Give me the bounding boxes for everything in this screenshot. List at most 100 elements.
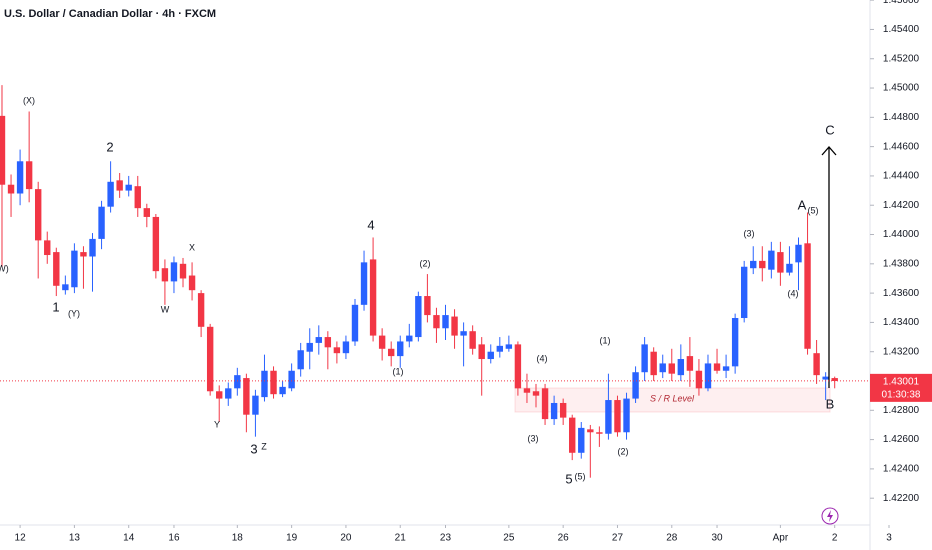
x-tick-label: 16 [168,533,180,544]
wave-label: C [825,122,834,137]
candle-body [206,326,214,392]
candle-body [623,398,630,433]
candle-body [98,206,105,239]
candle-body [125,184,132,191]
x-tick-label: 12 [15,533,27,544]
wave-label: X [189,242,195,252]
arrow-head [821,146,837,156]
candle-body [188,275,196,291]
wave-label: 2 [106,139,113,154]
wave-label: (3) [744,228,755,238]
wave-label: (2) [618,446,629,456]
candle-body [342,341,350,354]
wave-label: B [826,396,835,411]
alert-icon[interactable] [821,507,839,525]
x-tick-label: 3 [886,533,892,544]
candle-body [532,391,540,396]
candle-body [415,296,422,338]
candle-body [777,252,784,273]
x-tick-label: 20 [340,533,352,544]
y-tick-label: 1.43600 [883,288,920,299]
candle-body [433,315,440,329]
candle-body [559,402,567,418]
candle-body [768,250,775,270]
candle-body [406,335,413,342]
candle-body [225,388,232,399]
wave-label: (1) [393,366,404,376]
candle-body [279,386,286,395]
y-tick-label: 1.45400 [883,24,920,35]
candle-body [650,351,657,376]
wave-label: (1) [600,335,611,345]
wave-label: Z [261,441,267,451]
x-tick-label: 28 [666,533,678,544]
candle-body [722,366,730,371]
candle-body [713,363,721,371]
candle-body [786,263,793,273]
sr-zone [514,387,831,413]
wave-label: Y [214,419,220,429]
candle-body [578,427,585,453]
x-tick-label: 14 [123,533,135,544]
candle-body [487,351,494,360]
x-tick-label: 21 [395,533,407,544]
candle-body [541,388,549,420]
candle-body [161,268,169,282]
candle-body [659,363,666,373]
candle-body [0,115,6,185]
candle-body [261,370,268,398]
candle-body [34,189,42,241]
candle-body [243,378,250,415]
y-tick-label: 1.44800 [883,112,920,123]
candle-body [759,260,766,269]
wave-label: (3) [528,433,539,443]
plot [0,85,838,478]
candle-body [424,296,431,316]
candle-body [387,348,395,357]
candle-body [197,293,205,327]
candle-body [496,345,504,352]
candle-body [442,315,449,329]
y-tick-label: 1.42400 [883,464,920,475]
candle-body [451,316,458,336]
y-tick-label: 1.45200 [883,53,920,64]
x-tick-label: Apr [773,533,789,544]
wave-label: (5) [575,471,586,481]
wave-label: A [798,197,807,212]
x-tick-label: 26 [558,533,570,544]
candle-body [80,252,87,257]
wave-label: (4) [788,288,799,298]
candle-body [16,161,24,194]
y-tick-label: 1.44600 [883,141,920,152]
candle-body [605,400,612,434]
candle-body [469,331,476,349]
y-tick-label: 1.45600 [883,0,920,6]
candle-body [795,244,802,263]
candle-body [170,262,178,282]
y-tick-label: 1.42200 [883,493,920,504]
candle-body [152,216,160,272]
candle-body [7,184,15,194]
candle-body [740,266,748,319]
candle-body [351,304,359,342]
wave-label: (4) [537,353,548,363]
candle-body [668,363,675,374]
candle-body [596,432,603,434]
candle-body [695,370,703,389]
candle-body [89,238,96,257]
y-tick-label: 1.45000 [883,83,920,94]
x-tick-label: 27 [612,533,624,544]
candle-body [270,370,277,395]
y-tick-label: 1.43400 [883,317,920,328]
wave-label: (Y) [68,308,80,318]
candle-body [360,262,368,305]
x-tick-label: 25 [503,533,515,544]
y-tick-label: 1.42800 [883,405,920,416]
y-tick-label: 1.43800 [883,258,920,269]
candle-body [288,370,295,389]
y-tick-label: 1.42600 [883,434,920,445]
alert-bolt [827,510,833,522]
candle-body [234,375,241,389]
